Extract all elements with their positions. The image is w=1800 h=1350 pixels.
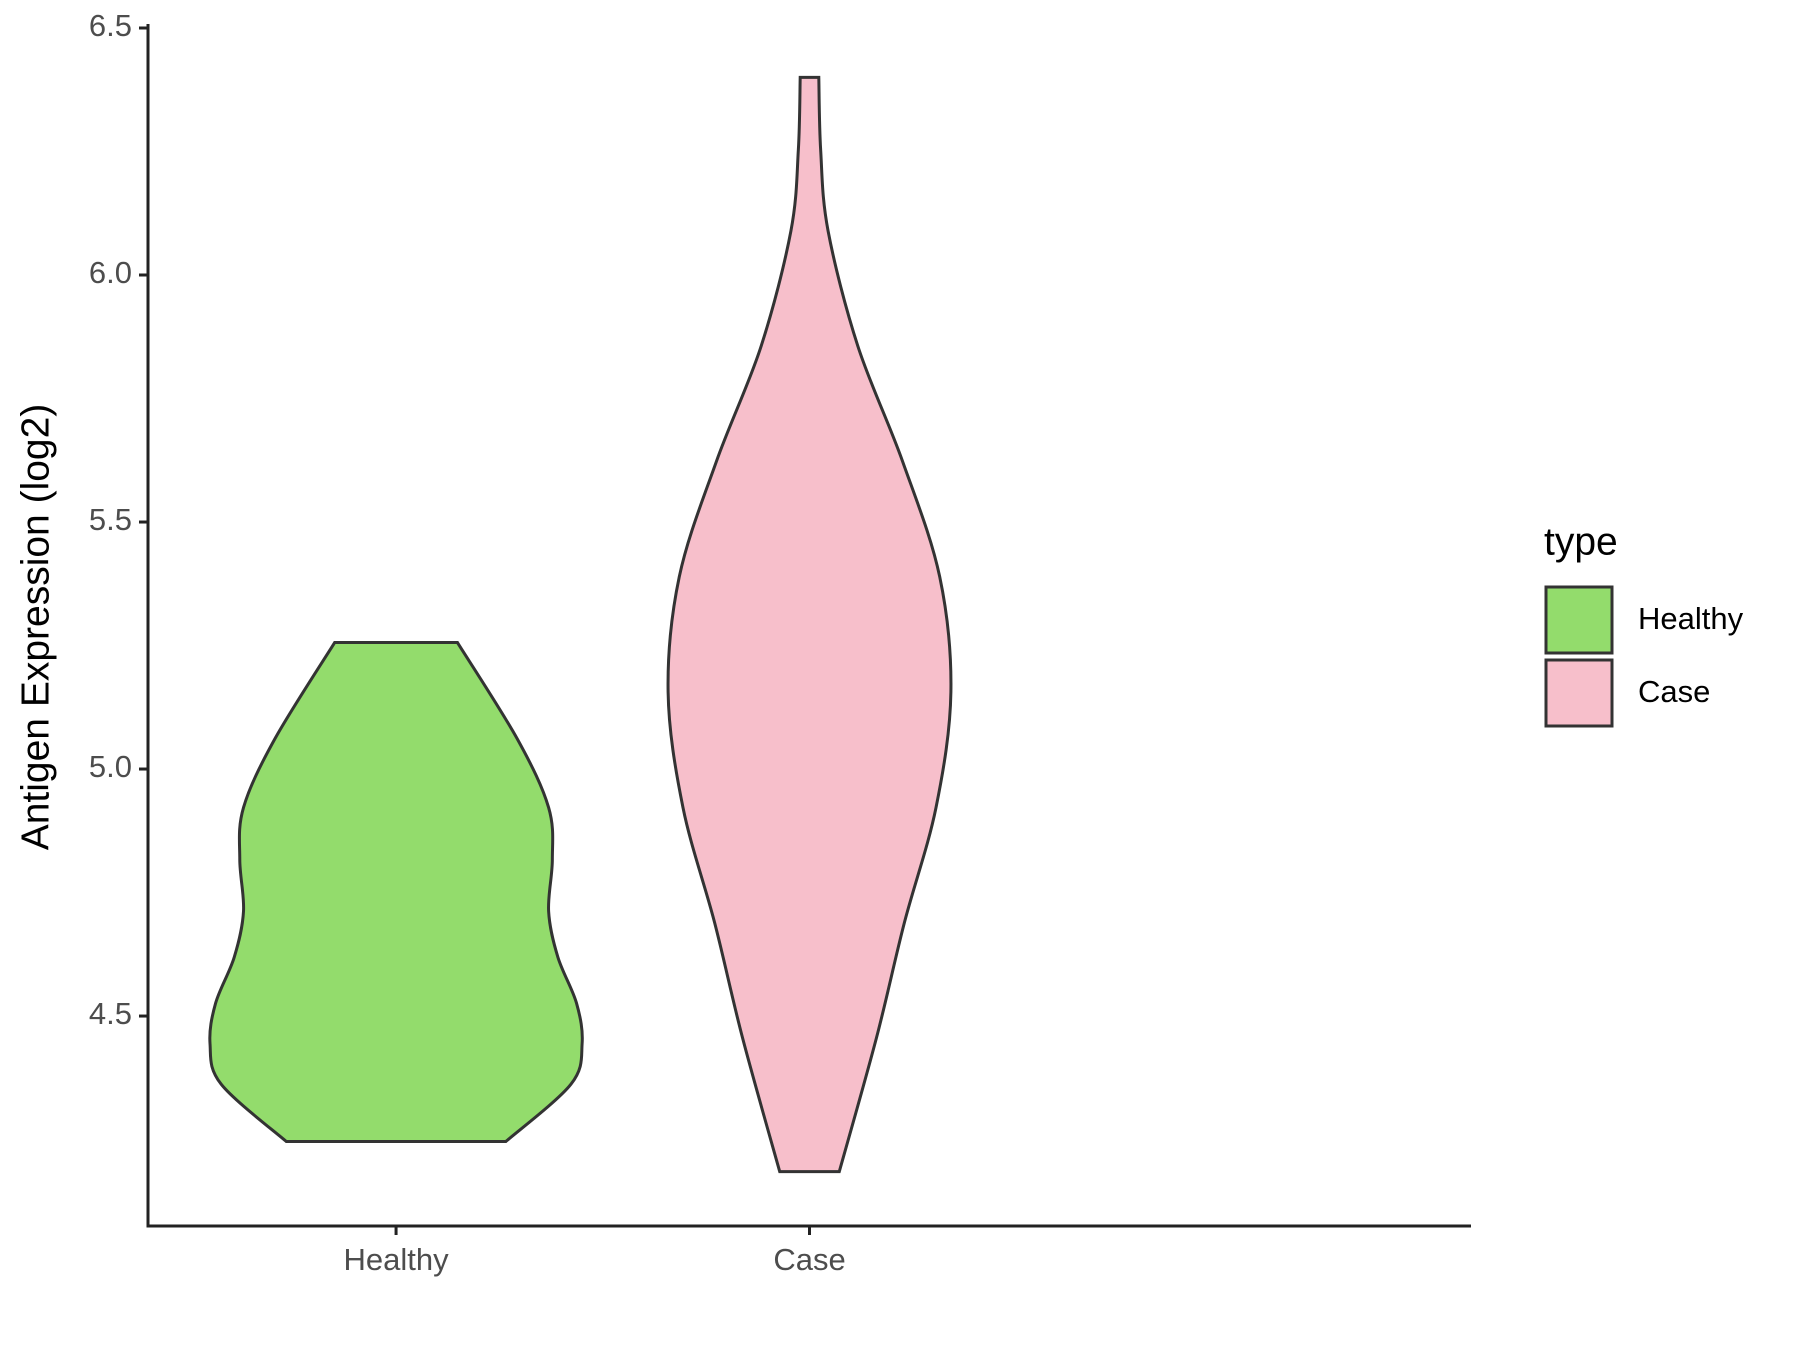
y-tick-label: 6.0 — [89, 255, 132, 290]
y-tick-label: 5.0 — [89, 749, 132, 784]
y-tick-label: 6.5 — [89, 8, 132, 43]
y-tick-label: 5.5 — [89, 502, 132, 537]
legend-key — [1544, 658, 1614, 728]
y-axis-title: Antigen Expression (log2) — [14, 404, 57, 851]
legend-title: type — [1544, 520, 1618, 563]
violin — [208, 641, 584, 1144]
x-tick-label: Case — [773, 1242, 845, 1277]
legend-key — [1544, 585, 1614, 655]
y-tick-label: 4.5 — [89, 996, 132, 1031]
violin — [666, 75, 953, 1174]
x-tick-label: Healthy — [344, 1242, 450, 1277]
legend-label: Healthy — [1638, 601, 1744, 636]
legend-label: Case — [1638, 674, 1710, 709]
